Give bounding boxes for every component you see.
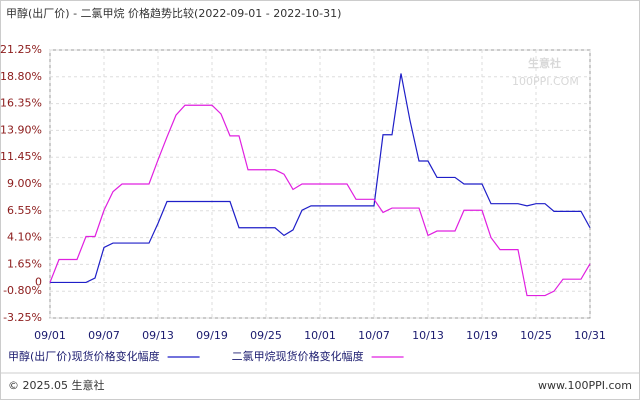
y-tick-label: -0.80% bbox=[3, 284, 42, 297]
x-tick-label: 10/01 bbox=[304, 329, 336, 342]
y-tick-label: 9.00% bbox=[7, 177, 42, 190]
legend-label: 甲醇(出厂价)现货价格变化幅度 bbox=[8, 349, 160, 363]
x-tick-label: 09/01 bbox=[34, 329, 66, 342]
footer-right: www.100PPI.com bbox=[538, 379, 632, 392]
y-tick-label: 16.35% bbox=[0, 97, 42, 110]
series-line bbox=[50, 73, 591, 284]
watermark: 100PPI.COM bbox=[512, 75, 579, 88]
watermark: 生意社 bbox=[528, 56, 561, 70]
x-tick-label: 09/13 bbox=[142, 329, 174, 342]
series-line bbox=[49, 104, 591, 297]
x-tick-label: 10/25 bbox=[520, 329, 552, 342]
chart-title: 甲醇(出厂价) - 二氯甲烷 价格趋势比较(2022-09-01 - 2022-… bbox=[6, 6, 341, 20]
y-tick-label: 13.90% bbox=[0, 123, 42, 136]
y-tick-label: 11.45% bbox=[0, 150, 42, 163]
x-tick-label: 10/13 bbox=[412, 329, 444, 342]
y-tick-label: -3.25% bbox=[3, 311, 42, 324]
x-tick-label: 10/19 bbox=[466, 329, 498, 342]
x-tick-label: 09/25 bbox=[250, 329, 282, 342]
y-tick-label: 1.65% bbox=[7, 257, 42, 270]
x-tick-label: 10/31 bbox=[574, 329, 606, 342]
y-tick-label: 0 bbox=[35, 275, 42, 288]
x-tick-label: 10/07 bbox=[358, 329, 390, 342]
y-tick-label: 18.80% bbox=[0, 70, 42, 83]
footer-left: © 2025.05 生意社 bbox=[8, 378, 104, 392]
legend-label: 二氯甲烷现货价格变化幅度 bbox=[232, 349, 364, 363]
y-tick-label: 6.55% bbox=[7, 204, 42, 217]
y-tick-label: 4.10% bbox=[7, 231, 42, 244]
x-tick-label: 09/19 bbox=[196, 329, 228, 342]
x-tick-label: 09/07 bbox=[88, 329, 120, 342]
y-tick-label: 21.25% bbox=[0, 43, 42, 56]
